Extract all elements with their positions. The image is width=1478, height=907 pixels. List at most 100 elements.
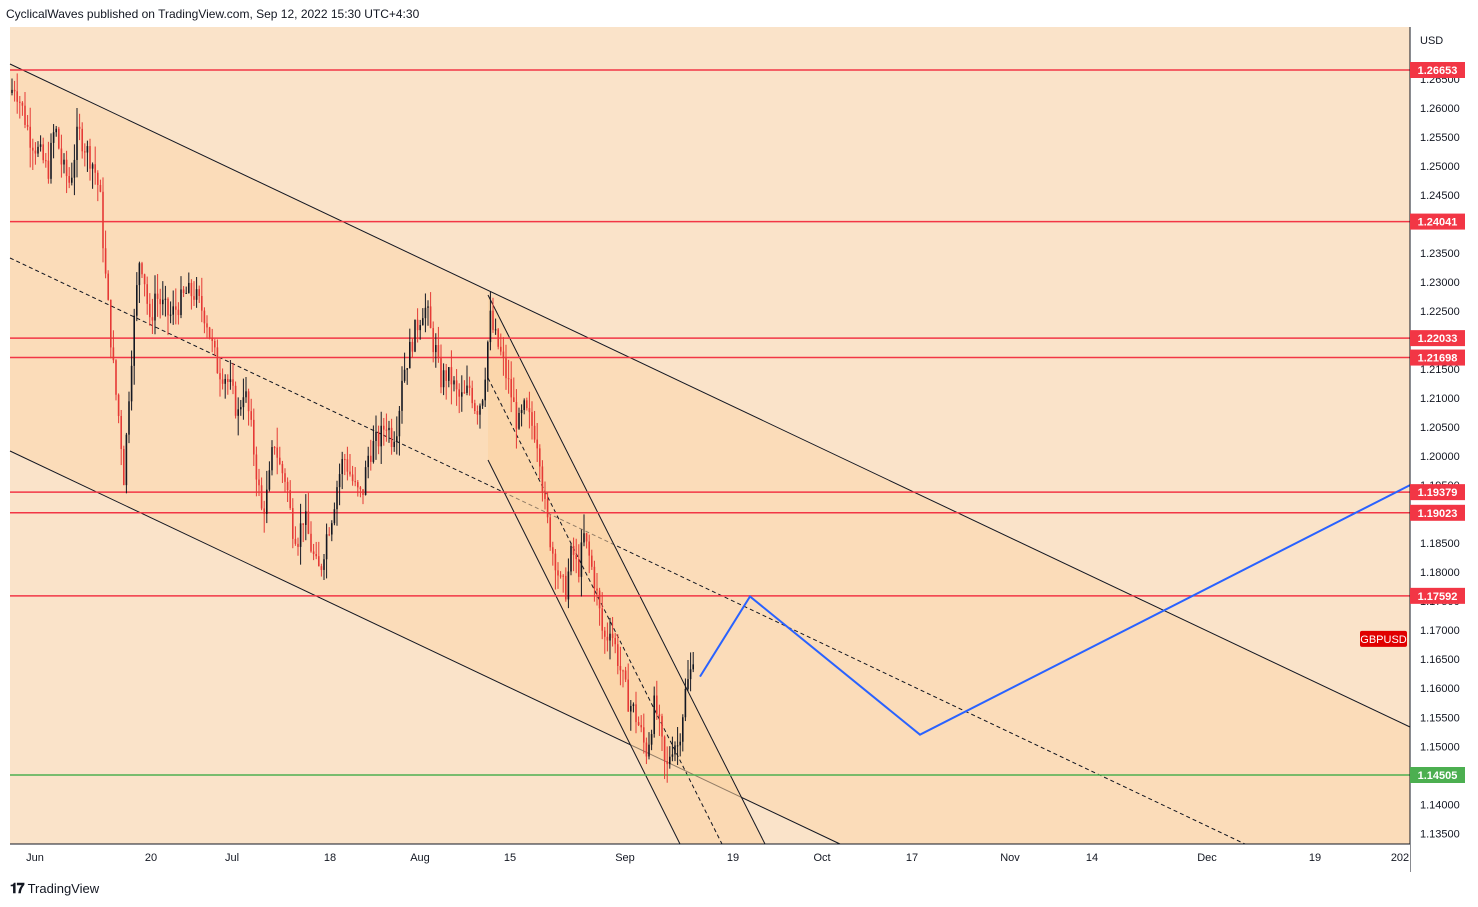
level-badge-label-6: 1.17592 bbox=[1418, 591, 1458, 603]
candle-146 bbox=[390, 418, 393, 455]
candle-214 bbox=[567, 558, 570, 609]
candles bbox=[11, 73, 694, 783]
level-badge-label-4: 1.19379 bbox=[1418, 487, 1458, 499]
candle-59 bbox=[164, 285, 167, 317]
candle-261 bbox=[689, 652, 692, 692]
candle-87 bbox=[237, 397, 239, 436]
candle-33 bbox=[97, 170, 99, 202]
candle-18 bbox=[58, 126, 60, 150]
candle-36 bbox=[104, 230, 107, 279]
channel-midline[interactable] bbox=[9, 257, 1246, 845]
candle-215 bbox=[570, 542, 572, 576]
candle-241 bbox=[637, 716, 640, 727]
candle-253 bbox=[669, 746, 671, 769]
candle-238 bbox=[630, 700, 632, 731]
candle-216 bbox=[572, 537, 575, 572]
candle-19 bbox=[60, 134, 63, 178]
candle-23 bbox=[71, 162, 73, 186]
candle-83 bbox=[227, 374, 229, 395]
candle-52 bbox=[146, 276, 148, 315]
candle-254 bbox=[671, 736, 674, 762]
candle-97 bbox=[263, 500, 265, 533]
candle-104 bbox=[281, 460, 284, 484]
candle-231 bbox=[611, 616, 614, 647]
candle-172 bbox=[458, 383, 460, 414]
candle-250 bbox=[661, 713, 663, 752]
footer-brand: TradingView bbox=[27, 881, 100, 896]
price-tick-12: 1.20500 bbox=[1420, 422, 1460, 434]
candle-187 bbox=[497, 328, 499, 350]
candle-90 bbox=[245, 376, 247, 403]
candle-204 bbox=[541, 460, 544, 502]
price-tick-10: 1.21500 bbox=[1420, 364, 1460, 376]
candle-50 bbox=[141, 261, 143, 279]
candle-129 bbox=[346, 446, 349, 481]
candle-61 bbox=[169, 301, 172, 324]
candle-237 bbox=[627, 663, 629, 712]
time-tick-6: Sep bbox=[615, 852, 635, 864]
candle-239 bbox=[632, 702, 635, 713]
candle-43 bbox=[123, 445, 125, 486]
candle-60 bbox=[167, 297, 169, 336]
candle-12 bbox=[42, 137, 44, 164]
candle-170 bbox=[453, 376, 455, 392]
candle-189 bbox=[502, 337, 505, 376]
candle-173 bbox=[461, 375, 463, 412]
level-badge-5 bbox=[1410, 504, 1465, 521]
price-tick-8: 1.22500 bbox=[1420, 306, 1460, 318]
candle-2 bbox=[16, 73, 18, 114]
candle-9 bbox=[34, 142, 37, 165]
candle-72 bbox=[198, 285, 200, 303]
candle-159 bbox=[424, 293, 427, 333]
candle-158 bbox=[422, 308, 424, 326]
candle-145 bbox=[388, 420, 390, 443]
candle-251 bbox=[663, 735, 666, 780]
price-tick-25: 1.14000 bbox=[1420, 799, 1460, 811]
candle-95 bbox=[258, 468, 260, 496]
candle-233 bbox=[617, 634, 619, 675]
candle-35 bbox=[102, 177, 104, 263]
candle-21 bbox=[65, 150, 68, 194]
price-tick-13: 1.20000 bbox=[1420, 451, 1460, 463]
candle-46 bbox=[130, 350, 133, 411]
publisher-header: CyclicalWaves published on TradingView.c… bbox=[6, 7, 420, 21]
time-tick-10: Nov bbox=[1000, 852, 1020, 864]
candle-71 bbox=[195, 277, 198, 308]
candle-3 bbox=[19, 95, 21, 119]
candle-211 bbox=[559, 571, 562, 579]
candle-185 bbox=[492, 297, 494, 333]
candle-212 bbox=[562, 573, 564, 593]
level-badge-2 bbox=[1410, 330, 1465, 347]
level-badge-label-0: 1.26653 bbox=[1418, 65, 1458, 77]
level-badge-1 bbox=[1410, 213, 1465, 230]
candle-42 bbox=[120, 409, 122, 466]
projection-path[interactable] bbox=[699, 484, 1411, 736]
candle-201 bbox=[533, 410, 536, 443]
channel-fill bbox=[10, 64, 1410, 844]
candle-57 bbox=[159, 288, 161, 319]
candle-54 bbox=[151, 298, 154, 334]
candle-139 bbox=[372, 425, 375, 464]
time-tick-14: 202 bbox=[1391, 852, 1409, 864]
candle-232 bbox=[614, 632, 616, 654]
candle-178 bbox=[474, 399, 476, 415]
time-axis-background bbox=[0, 844, 1410, 872]
steep-channel-upper-line[interactable] bbox=[487, 294, 766, 845]
candle-119 bbox=[320, 563, 323, 577]
steep-channel bbox=[487, 294, 766, 845]
candle-205 bbox=[544, 481, 546, 510]
steep-channel-lower-line[interactable] bbox=[487, 459, 681, 845]
candle-257 bbox=[679, 733, 681, 757]
price-tick-1: 1.26000 bbox=[1420, 103, 1460, 115]
candle-202 bbox=[536, 422, 538, 462]
candle-218 bbox=[578, 544, 580, 583]
candle-82 bbox=[224, 374, 226, 399]
candle-171 bbox=[455, 369, 458, 406]
candle-38 bbox=[110, 299, 112, 359]
steep-channel-midline[interactable] bbox=[487, 377, 723, 845]
candle-227 bbox=[601, 592, 603, 640]
channel-upper-line[interactable] bbox=[9, 63, 1411, 728]
candle-179 bbox=[476, 405, 479, 425]
candle-65 bbox=[180, 276, 182, 319]
